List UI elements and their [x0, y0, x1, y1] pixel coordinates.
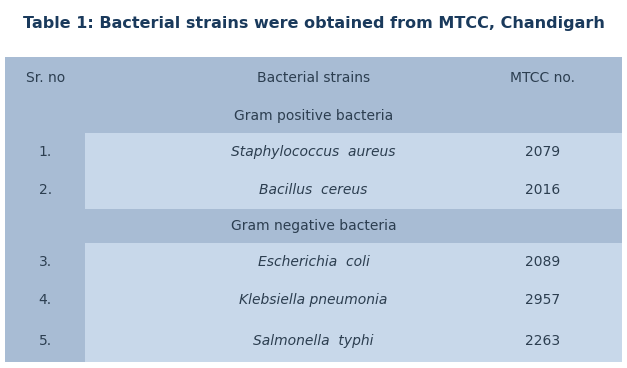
Text: 1.: 1.	[38, 145, 52, 159]
Text: 5.: 5.	[39, 334, 51, 348]
Text: 2263: 2263	[525, 334, 560, 348]
Text: Bacterial strains: Bacterial strains	[257, 71, 370, 85]
Text: 2.: 2.	[39, 183, 51, 197]
Text: 2079: 2079	[525, 145, 560, 159]
Text: Table 1: Bacterial strains were obtained from MTCC, Chandigarh: Table 1: Bacterial strains were obtained…	[23, 17, 604, 31]
FancyBboxPatch shape	[85, 133, 622, 209]
Text: Escherichia  coli: Escherichia coli	[258, 255, 369, 269]
Text: 4.: 4.	[39, 293, 51, 307]
Text: Bacillus  cereus: Bacillus cereus	[260, 183, 367, 197]
Text: Gram positive bacteria: Gram positive bacteria	[234, 109, 393, 123]
FancyBboxPatch shape	[5, 57, 622, 362]
Text: MTCC no.: MTCC no.	[510, 71, 575, 85]
FancyBboxPatch shape	[85, 243, 622, 362]
Text: 2089: 2089	[525, 255, 560, 269]
Text: 3.: 3.	[39, 255, 51, 269]
Text: Klebsiella pneumonia: Klebsiella pneumonia	[240, 293, 387, 307]
Text: 2016: 2016	[525, 183, 560, 197]
Text: Staphylococcus  aureus: Staphylococcus aureus	[231, 145, 396, 159]
Text: Sr. no: Sr. no	[26, 71, 65, 85]
Text: Salmonella  typhi: Salmonella typhi	[253, 334, 374, 348]
Text: 2957: 2957	[525, 293, 560, 307]
Text: Gram negative bacteria: Gram negative bacteria	[231, 219, 396, 233]
